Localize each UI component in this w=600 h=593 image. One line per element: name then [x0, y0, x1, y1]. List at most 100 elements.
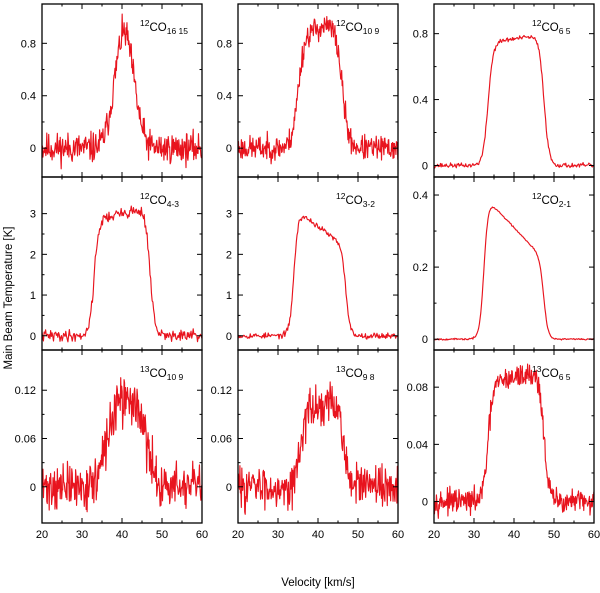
y-tick-label: 2	[226, 249, 232, 261]
y-tick-label: 0.12	[211, 385, 232, 397]
panel-12co-2-1: 0 0.2 0.4 12CO2-1	[413, 176, 595, 351]
y-tick-label: 0.12	[15, 385, 36, 397]
x-tick-label: 30	[76, 529, 88, 541]
spectrum-line	[238, 15, 398, 165]
label-isotope: 12	[532, 191, 542, 201]
y-tick-label: 0.8	[21, 38, 36, 50]
x-tick-label: 40	[116, 529, 128, 541]
label-isotope: 12	[140, 191, 150, 201]
label-transition: 4-3	[167, 199, 180, 209]
y-tick-label: 0.4	[217, 91, 232, 103]
x-tick-label: 40	[312, 529, 324, 541]
y-tick-label: 0	[226, 331, 232, 343]
panel-12co-10-9: 0 0.4 0.8 12CO10 9	[217, 3, 399, 178]
label-transition: 16 15	[167, 26, 189, 36]
panel-label: 13CO10 9	[140, 364, 184, 382]
y-tick-label: 0.06	[15, 434, 36, 446]
label-molecule: CO	[149, 22, 166, 34]
label-molecule: CO	[149, 368, 166, 380]
label-isotope: 13	[532, 364, 542, 374]
label-isotope: 12	[336, 18, 346, 28]
spectrum-line	[42, 205, 202, 343]
label-molecule: CO	[541, 368, 558, 380]
y-tick-label: 0	[422, 160, 428, 172]
y-tick-label: 3	[30, 209, 36, 221]
x-tick-label: 20	[36, 529, 48, 541]
y-axis-label: Main Beam Temperature [K]	[3, 227, 15, 370]
panel-label: 12CO6 5	[532, 18, 571, 36]
label-transition: 6 5	[559, 372, 571, 382]
label-transition: 9 8	[363, 372, 375, 382]
y-tick-label: 3	[226, 209, 232, 221]
y-tick-label: 0	[422, 497, 428, 509]
panel-label: 12CO4-3	[140, 191, 179, 209]
y-tick-label: 0.4	[413, 95, 428, 107]
y-tick-label: 1	[226, 290, 232, 302]
label-isotope: 13	[140, 364, 150, 374]
spectrum-line	[238, 381, 398, 515]
x-tick-label: 60	[196, 529, 208, 541]
x-tick-label: 60	[588, 529, 600, 541]
x-tick-label: 50	[352, 529, 364, 541]
label-isotope: 12	[336, 191, 346, 201]
label-transition: 10 9	[167, 372, 184, 382]
x-tick-label: 60	[392, 529, 404, 541]
label-isotope: 12	[140, 18, 150, 28]
panel-label: 13CO6 5	[532, 364, 571, 382]
panel-label: 12CO2-1	[532, 191, 571, 209]
label-molecule: CO	[149, 195, 166, 207]
label-molecule: CO	[345, 195, 362, 207]
x-tick-label: 40	[508, 529, 520, 541]
label-molecule: CO	[541, 22, 558, 34]
y-tick-label: 0	[30, 331, 36, 343]
panel-label: 12CO3-2	[336, 191, 375, 209]
x-tick-label: 30	[468, 529, 480, 541]
y-tick-label: 0.2	[413, 262, 428, 274]
x-tick-label: 20	[428, 529, 440, 541]
label-transition: 3-2	[363, 199, 376, 209]
spectrum-line	[434, 206, 594, 341]
y-tick-label: 0	[422, 334, 428, 346]
y-tick-label: 2	[30, 249, 36, 261]
label-transition: 10 9	[363, 26, 380, 36]
label-molecule: CO	[345, 368, 362, 380]
label-transition: 2-1	[559, 199, 572, 209]
x-axis-label: Velocity [km/s]	[281, 577, 355, 589]
y-tick-label: 0	[226, 482, 232, 494]
label-isotope: 12	[532, 18, 542, 28]
spectrum-line	[434, 34, 594, 169]
spectrum-line	[434, 363, 594, 519]
y-tick-label: 1	[30, 290, 36, 302]
y-tick-label: 0.08	[407, 382, 428, 394]
y-tick-label: 0	[30, 482, 36, 494]
y-tick-label: 0	[226, 143, 232, 155]
y-tick-label: 0.4	[413, 190, 428, 202]
panel-12co-16-15: 0 0.4 0.8 12CO16 15	[21, 3, 203, 178]
y-tick-label: 0.04	[407, 439, 428, 451]
x-tick-label: 50	[548, 529, 560, 541]
spectrum-line	[42, 13, 202, 170]
x-tick-label: 20	[232, 529, 244, 541]
y-tick-label: 0	[30, 143, 36, 155]
label-isotope: 13	[336, 364, 346, 374]
panel-label: 13CO9 8	[336, 364, 375, 382]
y-tick-label: 0.06	[211, 434, 232, 446]
spectrum-line	[42, 377, 202, 513]
x-tick-label: 30	[272, 529, 284, 541]
y-tick-label: 0.4	[21, 91, 36, 103]
label-transition: 6 5	[559, 26, 571, 36]
panel-label: 12CO10 9	[336, 18, 380, 36]
label-molecule: CO	[541, 195, 558, 207]
panel-13co-10-9: 20 30 40 50 60 0 0.06 0.12 13CO10 9	[15, 349, 208, 541]
panel-label: 12CO16 15	[140, 18, 188, 36]
panel-12co-6-5: 0 0.4 0.8 12CO6 5	[413, 3, 595, 178]
y-tick-label: 0.8	[413, 29, 428, 41]
label-molecule: CO	[345, 22, 362, 34]
x-tick-label: 50	[156, 529, 168, 541]
panel-13co-6-5: 20 30 40 50 60 0 0.04 0.08 13CO6 5	[407, 349, 600, 541]
y-tick-label: 0.8	[217, 38, 232, 50]
